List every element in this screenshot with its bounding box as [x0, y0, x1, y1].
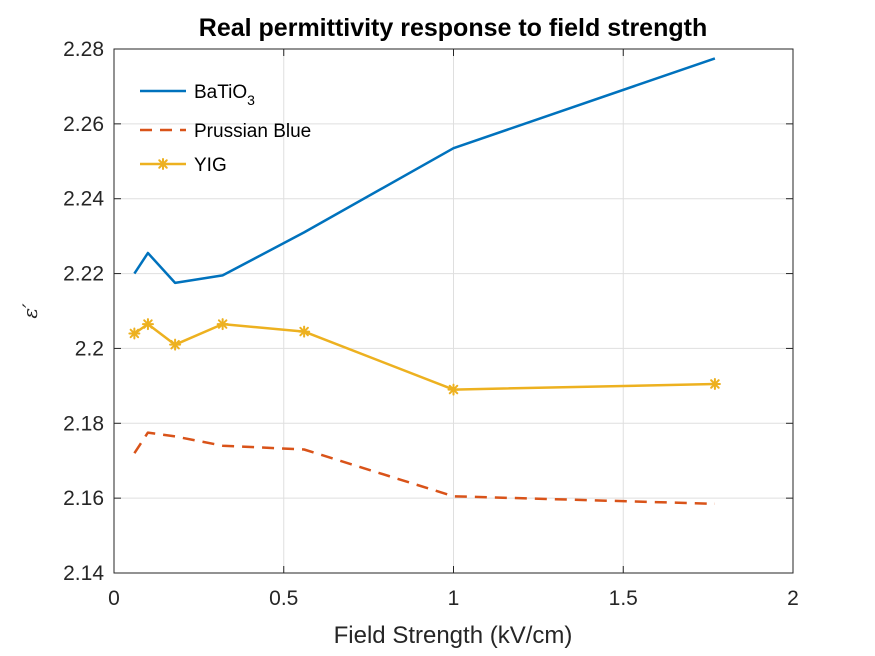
y-tick-label: 2.22 [63, 263, 104, 286]
y-tick-labels: 2.14 2.16 2.18 2.2 2.22 2.24 2.26 2.28 [63, 38, 104, 585]
series-line-batio [133, 57, 716, 285]
x-tick-label: 0.5 [269, 587, 298, 610]
y-tick-label: 2.14 [63, 562, 104, 585]
x-tick-label: 2 [787, 587, 799, 610]
legend: BaTiO3 Prussian Blue YIG [140, 82, 311, 176]
x-tick-labels: 0 0.5 1 1.5 2 [108, 587, 799, 610]
y-tick-label: 2.2 [75, 337, 104, 360]
series-prussian-blue [133, 431, 715, 506]
y-tick-label: 2.18 [63, 412, 104, 435]
x-tick-label: 0 [108, 587, 120, 610]
legend-label-subscript: 3 [247, 92, 255, 108]
series-point-yig [128, 327, 141, 340]
x-axis-label: Field Strength (kV/cm) [334, 622, 573, 649]
legend-label-yig: YIG [194, 155, 227, 176]
y-tick-label: 2.26 [63, 113, 104, 136]
x-tick-label: 1 [448, 587, 460, 610]
series-point-yig [216, 318, 229, 331]
tick-marks [113, 48, 794, 574]
series-point-yig [298, 325, 311, 338]
y-tick-label: 2.24 [63, 188, 104, 211]
y-axis-label: ε′ [18, 303, 42, 319]
series-line-prussian-blue [133, 431, 715, 506]
series-layer [128, 57, 721, 506]
legend-marker-yig [157, 158, 169, 170]
y-tick-label: 2.28 [63, 38, 104, 61]
series-point-yig [708, 377, 721, 390]
series-point-yig [141, 318, 154, 331]
legend-label-prussian-blue: Prussian Blue [194, 121, 311, 142]
x-tick-label: 1.5 [609, 587, 638, 610]
series-yig [128, 318, 721, 396]
chart-title: Real permittivity response to field stre… [199, 14, 707, 42]
series-batio [133, 57, 716, 285]
series-point-yig [447, 383, 460, 396]
series-point-yig [169, 338, 182, 351]
legend-label-batio: BaTiO3 [194, 82, 255, 108]
y-tick-label: 2.16 [63, 487, 104, 510]
